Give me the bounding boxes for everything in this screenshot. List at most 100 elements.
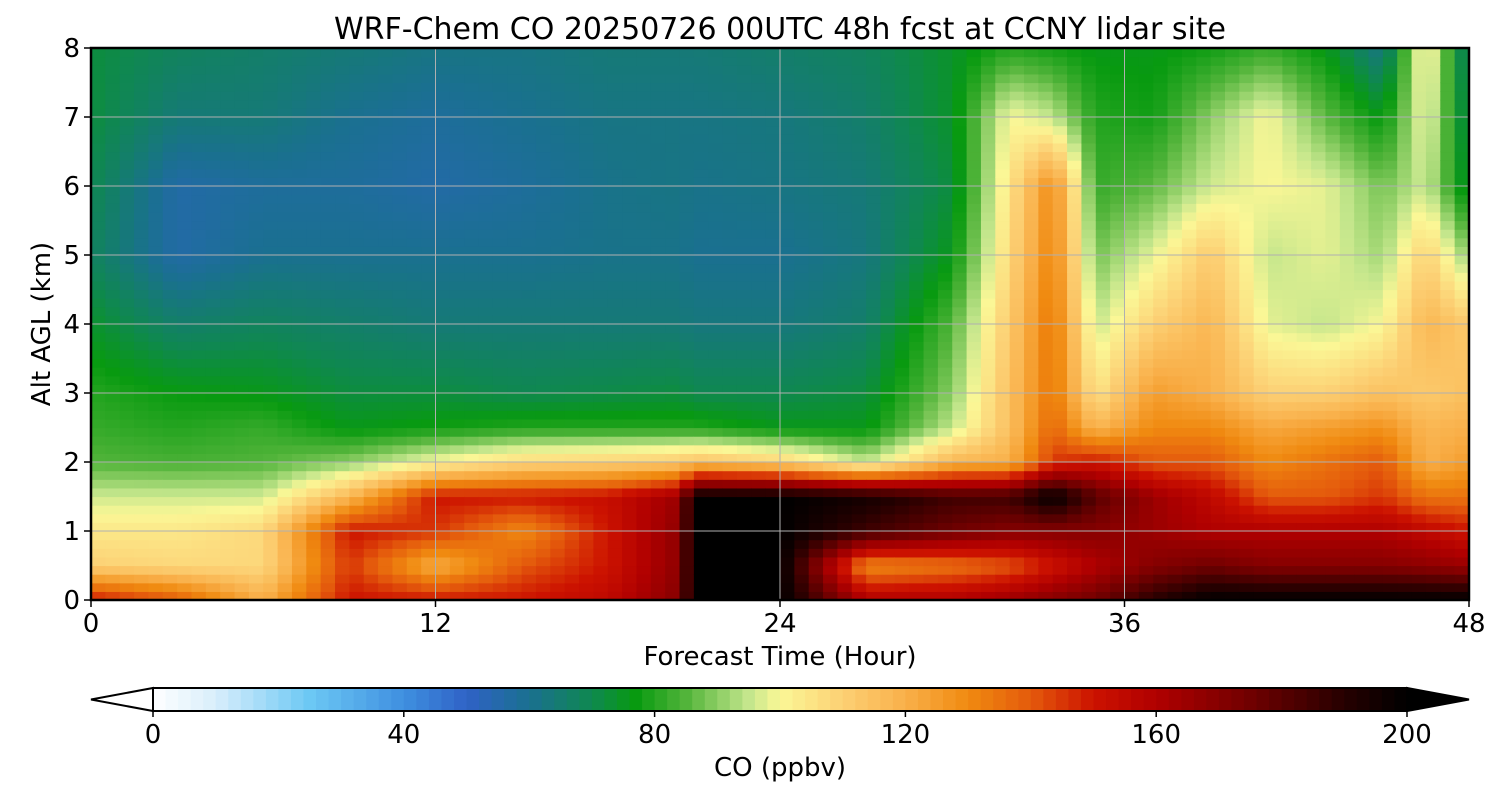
heatmap-cell xyxy=(105,125,121,135)
heatmap-cell xyxy=(406,56,422,66)
heatmap-cell xyxy=(607,470,623,480)
heatmap-cell xyxy=(191,556,207,567)
heatmap-cell xyxy=(1138,358,1154,368)
heatmap-cell xyxy=(378,505,394,515)
heatmap-cell xyxy=(306,453,322,463)
heatmap-cell xyxy=(435,160,451,170)
heatmap-cell xyxy=(134,99,150,109)
heatmap-cell xyxy=(478,229,494,239)
heatmap-cell xyxy=(823,125,839,135)
heatmap-cell xyxy=(148,211,164,222)
heatmap-cell xyxy=(421,289,437,299)
heatmap-cell xyxy=(1124,487,1140,498)
heatmap-cell xyxy=(966,117,982,127)
heatmap-cell xyxy=(894,48,910,58)
heatmap-cell xyxy=(521,332,537,342)
heatmap-cell xyxy=(550,574,566,584)
heatmap-cell xyxy=(105,315,121,325)
heatmap-cell xyxy=(1138,591,1154,601)
heatmap-cell xyxy=(1095,220,1111,230)
heatmap-cell xyxy=(579,186,594,196)
heatmap-cell xyxy=(722,82,738,92)
heatmap-cell xyxy=(435,117,451,127)
heatmap-cell xyxy=(162,168,178,178)
heatmap-cell xyxy=(808,539,824,549)
heatmap-cell xyxy=(1024,531,1039,541)
heatmap-cell xyxy=(91,280,106,291)
heatmap-cell xyxy=(679,263,695,273)
heatmap-cell xyxy=(722,280,738,291)
heatmap-cell xyxy=(823,151,839,161)
heatmap-cell xyxy=(780,315,795,325)
heatmap-cell xyxy=(435,263,451,273)
heatmap-cell xyxy=(952,229,968,239)
heatmap-cell xyxy=(909,306,925,316)
heatmap-cell xyxy=(650,306,666,316)
heatmap-cell xyxy=(449,306,465,316)
heatmap-cell xyxy=(665,496,681,506)
heatmap-cell xyxy=(234,263,250,273)
heatmap-cell xyxy=(1181,384,1197,394)
heatmap-cell xyxy=(148,324,164,334)
heatmap-cell xyxy=(837,513,853,523)
heatmap-cell xyxy=(1052,315,1068,325)
heatmap-cell xyxy=(995,436,1011,446)
heatmap-cell xyxy=(1038,531,1054,541)
heatmap-cell xyxy=(952,453,968,463)
heatmap-cell xyxy=(1167,48,1183,58)
heatmap-cell xyxy=(406,255,422,265)
heatmap-cell xyxy=(91,332,106,342)
heatmap-cell xyxy=(191,263,207,273)
heatmap-cell xyxy=(1138,48,1154,58)
heatmap-cell xyxy=(837,168,853,178)
heatmap-cell xyxy=(722,358,738,368)
heatmap-cell xyxy=(392,487,408,498)
heatmap-cell xyxy=(1124,134,1140,144)
heatmap-cell xyxy=(880,427,896,437)
heatmap-cell xyxy=(263,591,279,601)
heatmap-cell xyxy=(148,470,164,480)
heatmap-cell xyxy=(966,522,982,532)
heatmap-cell xyxy=(464,522,480,532)
heatmap-cell xyxy=(220,496,236,506)
heatmap-cell xyxy=(134,125,150,135)
heatmap-cell xyxy=(349,427,365,437)
heatmap-cell xyxy=(1038,117,1054,127)
heatmap-cell xyxy=(134,306,150,316)
heatmap-cell xyxy=(665,298,681,308)
heatmap-cell xyxy=(765,349,781,360)
heatmap-cell xyxy=(622,453,638,463)
heatmap-cell xyxy=(851,444,867,454)
heatmap-cell xyxy=(291,375,307,385)
heatmap-cell xyxy=(679,177,695,187)
heatmap-cell xyxy=(593,125,609,135)
heatmap-cell xyxy=(105,384,121,394)
heatmap-cell xyxy=(823,263,839,273)
heatmap-cell xyxy=(277,513,293,523)
heatmap-cell xyxy=(1196,591,1212,601)
heatmap-cell xyxy=(1024,496,1039,506)
heatmap-cell xyxy=(995,470,1011,480)
heatmap-cell xyxy=(191,73,207,84)
heatmap-cell xyxy=(535,444,551,454)
heatmap-cell xyxy=(636,574,652,584)
heatmap-cell xyxy=(320,56,336,66)
heatmap-cell xyxy=(1081,142,1097,153)
heatmap-cell xyxy=(263,177,279,187)
heatmap-cell xyxy=(263,211,279,222)
heatmap-cell xyxy=(1095,349,1111,360)
heatmap-cell xyxy=(464,410,480,420)
heatmap-cell xyxy=(1210,574,1226,584)
heatmap-cell xyxy=(980,211,996,222)
heatmap-cell xyxy=(162,479,178,489)
heatmap-cell xyxy=(320,470,336,480)
heatmap-cell xyxy=(349,410,365,420)
heatmap-cell xyxy=(105,306,121,316)
heatmap-cell xyxy=(823,505,839,515)
heatmap-cell xyxy=(952,246,968,256)
heatmap-cell xyxy=(808,591,824,601)
heatmap-cell xyxy=(1052,436,1068,446)
heatmap-cell xyxy=(478,168,494,178)
heatmap-cell xyxy=(1038,246,1054,256)
heatmap-cell xyxy=(1095,298,1111,308)
